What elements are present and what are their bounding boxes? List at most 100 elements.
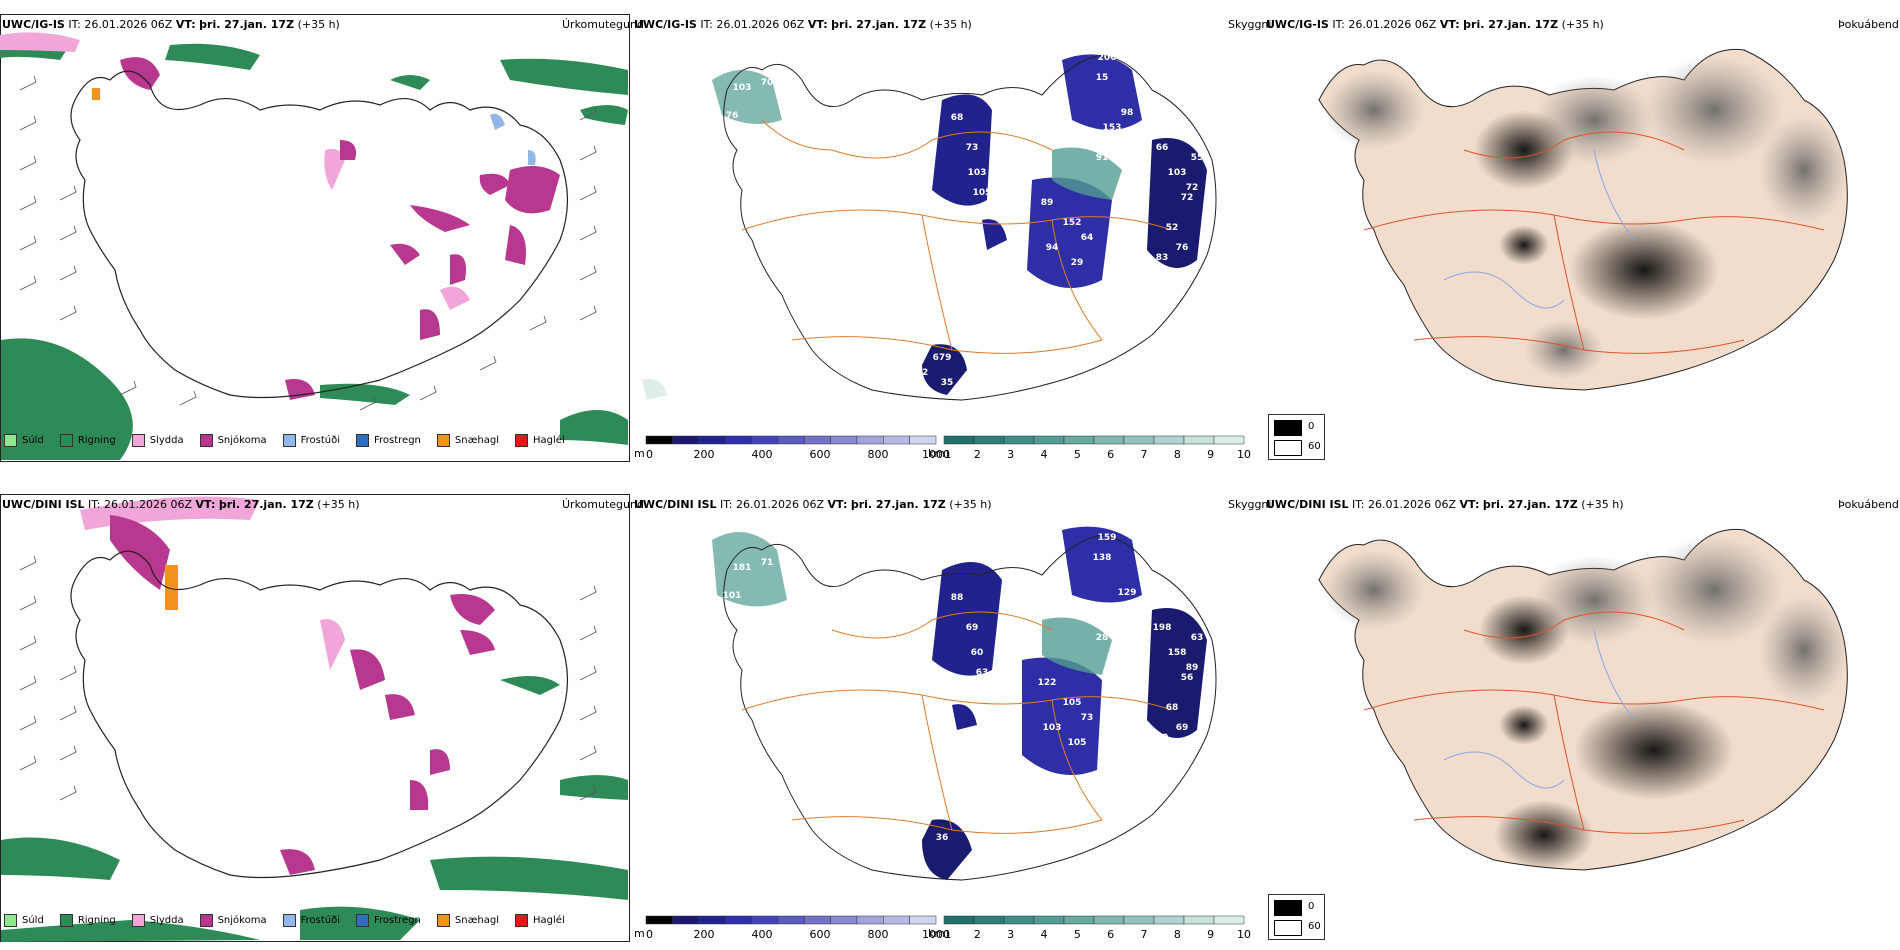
colorbar-tick-label: 1	[944, 448, 951, 461]
precip-snow-areas	[120, 57, 560, 400]
colorbar-tick-label: 5	[1074, 448, 1081, 461]
colorbar-segment	[830, 435, 858, 445]
colorbars: 0 200 400 600 800 1000 1 2 3 4 5 6 7 8 9 10 m km	[634, 434, 1254, 464]
panel-name-visibility: Skyggni	[1228, 18, 1272, 31]
visibility-value-label: 28	[1096, 633, 1109, 643]
legend-item: Súld	[4, 914, 44, 927]
visibility-value-label: 225	[1123, 763, 1142, 773]
iceland-coastline	[70, 70, 569, 399]
panel-name-fog: Þokuábendi	[1838, 498, 1900, 511]
swatch-icon	[515, 914, 529, 927]
precip-type-map	[1, 496, 628, 942]
visibility-fog-areas	[712, 526, 1207, 880]
colorbar-tick-label: 6	[1107, 448, 1114, 461]
precip-snow-areas	[110, 515, 495, 875]
fog-map	[1318, 48, 1849, 391]
forecast-row-1: UWC/IG-IS IT: 26.01.2026 06Z VT: þri. 27…	[0, 0, 1900, 470]
visibility-value-label: 70	[1156, 733, 1169, 743]
visibility-value-label: 72	[1186, 183, 1199, 193]
visibility-value-label: 49	[1076, 333, 1089, 343]
visibility-value-label: 94	[1046, 243, 1059, 253]
colorbar-tick-label: 9	[1207, 448, 1214, 461]
visibility-value-label: 103	[733, 83, 752, 93]
visibility-value-label: 23	[956, 233, 969, 243]
visibility-value-label: 138	[1093, 553, 1112, 563]
visibility-label-layer: 103 70 76 68 73 103 105 99 15 206 153 98 66 103 72 52 89…	[726, 53, 1204, 388]
visibility-value-label: 98	[1121, 108, 1134, 118]
swatch-icon	[4, 914, 17, 927]
visibility-value-label: 72	[916, 368, 929, 378]
visibility-map: 181 71 101 88 69 60 63 98 138 159 80 129 198 158 56 68 1…	[712, 526, 1217, 881]
precip-legend: Súld Rigning Slydda Snjókoma Frostúði Fr…	[4, 434, 565, 447]
visibility-value-label: 36	[936, 833, 949, 843]
colorbar-segment	[645, 915, 673, 925]
colorbar-segment	[830, 915, 858, 925]
fog-legend: 0 60	[1268, 414, 1325, 460]
visibility-panel: 103 70 76 68 73 103 105 99 15 206 153 98 66 103 72 52 89…	[632, 0, 1271, 470]
colorbar-tick-label: 6	[1107, 928, 1114, 941]
legend-item: Snæhagl	[436, 914, 499, 927]
legend-item: Snjókoma	[199, 434, 267, 447]
swatch-icon	[131, 914, 145, 927]
colorbar-tick-label: 3	[1007, 928, 1014, 941]
height-colorbar: 0 200 400 600 800 1000	[645, 915, 950, 941]
precip-type-map	[0, 32, 628, 460]
colorbar-segment	[672, 915, 699, 925]
colorbar-segment	[1093, 915, 1125, 925]
visibility-map: 103 70 76 68 73 103 105 99 15 206 153 98 66 103 72 52 89…	[642, 53, 1217, 401]
panel-header: UWC/DINI ISL IT: 26.01.2026 06Z VT: þri.…	[634, 498, 992, 511]
visibility-value-label: 89	[1041, 198, 1054, 208]
visibility-value-label: 60	[971, 648, 984, 658]
colorbar-tick-label: 200	[694, 448, 715, 461]
fog-legend: 0 60	[1268, 894, 1325, 940]
colorbar-segment	[1033, 435, 1065, 445]
visibility-label-layer: 181 71 101 88 69 60 63 98 138 159 80 129 198 158 56 68 1…	[723, 533, 1204, 843]
precip-sleet-areas	[0, 32, 470, 310]
fog-white-swatch-icon	[1274, 440, 1302, 456]
colorbar-segment	[751, 435, 779, 445]
colorbar-segment	[973, 915, 1005, 925]
visibility-value-label: 103	[1168, 168, 1187, 178]
visibility-value-label: 206	[1098, 53, 1117, 63]
fog-black-swatch-icon	[1274, 420, 1302, 436]
fog-rivers	[1443, 629, 1635, 789]
colorbar-segment	[645, 435, 673, 445]
visibility-value-label: 63	[1191, 633, 1204, 643]
visibility-value-label: 72	[1181, 193, 1194, 203]
colorbar-segment	[777, 915, 805, 925]
forecast-row-2: UWC/DINI ISL IT: 26.01.2026 06Z VT: þri.…	[0, 480, 1900, 950]
panel-header: UWC/IG-IS IT: 26.01.2026 06Z VT: þri. 27…	[2, 18, 340, 31]
colorbar-tick-label: 2	[974, 448, 981, 461]
iceland-outline	[723, 54, 1217, 401]
colorbar-segment	[883, 915, 910, 925]
colorbar-segment	[1213, 435, 1245, 445]
fog-intensity-areas	[1324, 535, 1849, 870]
colorbar-tick-label: 0	[646, 448, 653, 461]
visibility-value-label: 129	[1118, 588, 1137, 598]
visibility-value-label: 80	[1106, 603, 1119, 613]
visibility-value-label: 63	[976, 668, 989, 678]
wind-barbs	[19, 75, 597, 411]
visibility-value-label: 52	[1166, 223, 1179, 233]
panel-header: UWC/DINI ISL IT: 26.01.2026 06Z VT: þri.…	[2, 498, 360, 511]
iceland-outline	[723, 534, 1217, 881]
visibility-value-label: 88	[951, 593, 964, 603]
colorbar-segment	[909, 435, 937, 445]
fog-black-swatch-icon	[1274, 900, 1302, 916]
colorbar-segment	[1063, 915, 1095, 925]
colorbar-tick-label: 10	[1237, 928, 1251, 941]
swatch-icon	[356, 914, 369, 927]
legend-item: Snjókoma	[199, 914, 267, 927]
panel-name-fog: Þokuábendi	[1838, 18, 1900, 31]
legend-item: Rigning	[59, 434, 116, 447]
visibility-value-label: 56	[1181, 673, 1194, 683]
swatch-icon	[199, 914, 213, 927]
panel-name-precip-type: Úrkomutegund	[562, 18, 644, 31]
visibility-value-label: 60	[1121, 308, 1134, 318]
colorbar-tick-label: 5	[1074, 928, 1081, 941]
panel-name-precip-type: Úrkomutegund	[562, 498, 644, 511]
precip-snowgrain-area	[92, 88, 100, 100]
visibility-value-label: 15	[1096, 73, 1109, 83]
visibility-unit-label: km	[928, 927, 946, 940]
visibility-value-label: 103	[1043, 723, 1062, 733]
